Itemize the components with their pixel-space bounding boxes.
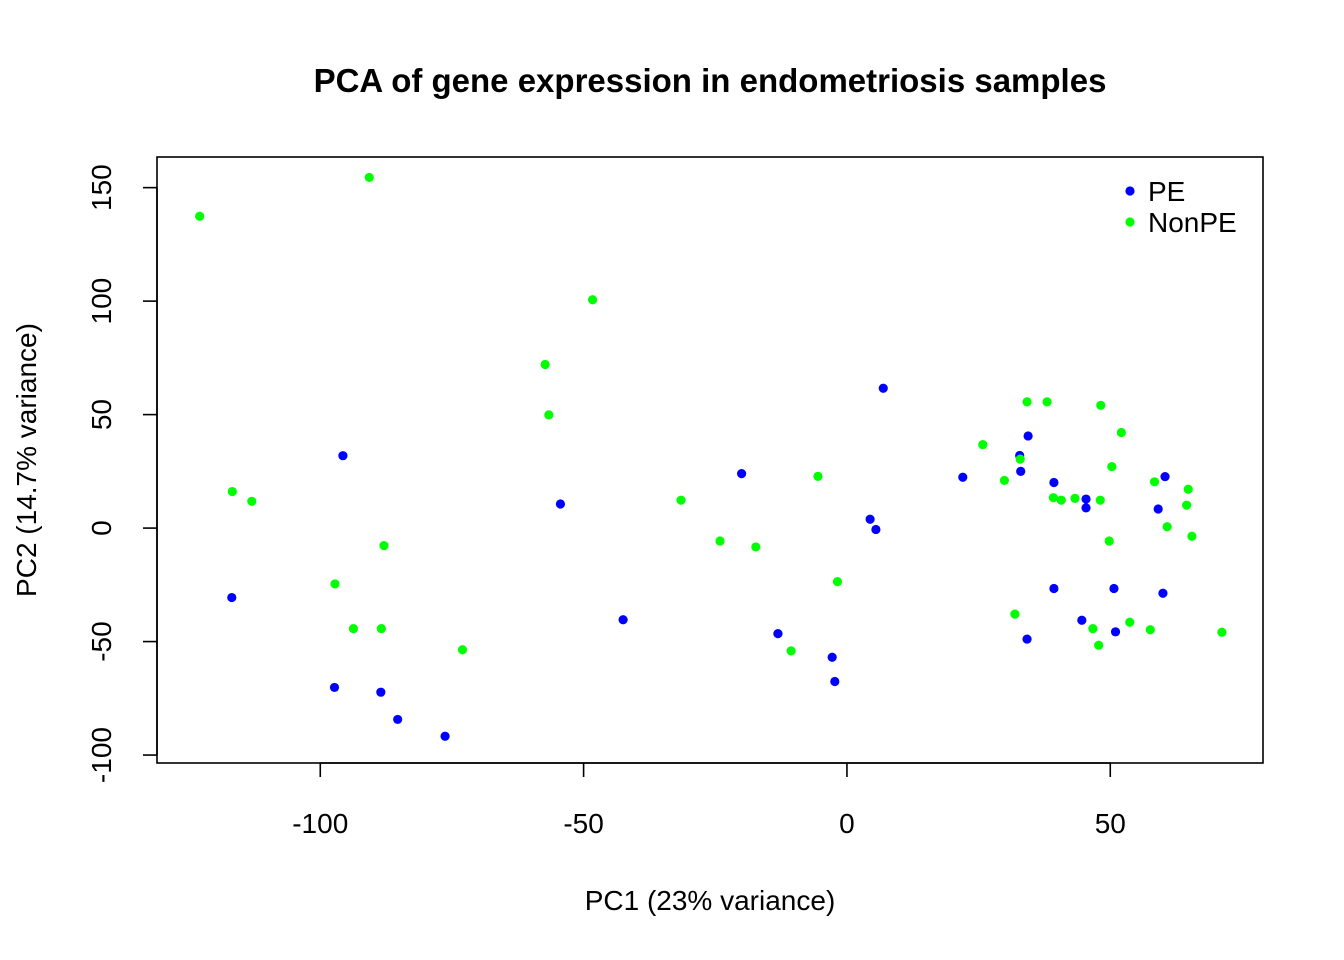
data-point [1094,640,1104,650]
data-point [364,172,374,183]
data-point [1145,625,1155,635]
data-point [1042,397,1052,407]
plot-frame [156,156,1264,764]
series-pe [227,383,1170,741]
data-point [1116,427,1126,438]
y-axis: -100 -50 0 50 100 150 [86,164,158,783]
data-point [393,714,403,725]
data-point [827,652,837,662]
data-point [1016,466,1026,476]
data-point [1081,503,1091,513]
data-point [1022,397,1032,407]
data-point [813,471,823,481]
x-tick-label: 0 [839,808,855,839]
data-point [1109,583,1119,594]
data-point [1056,495,1066,505]
x-tick-label: 50 [1095,808,1126,839]
data-point [1107,461,1117,472]
data-point [832,577,843,587]
data-point [457,645,468,655]
data-point [227,592,237,603]
data-point [1158,588,1168,598]
data-point [1160,471,1170,482]
data-point [1217,627,1227,637]
data-point [1049,477,1059,488]
data-point [878,383,888,393]
data-point [330,579,340,589]
x-axis-title: PC1 (23% variance) [585,885,836,916]
data-point [1187,531,1197,541]
data-point [1149,477,1160,487]
legend-marker-nonpe [1125,217,1135,227]
data-point [379,540,389,551]
data-point [1070,493,1080,503]
data-point [999,475,1010,486]
data-point [329,682,340,693]
data-point [676,495,686,505]
data-point [1048,493,1058,503]
data-point [871,524,881,535]
data-point [1015,454,1025,464]
data-point [737,469,747,479]
series-nonpe [195,172,1227,656]
data-point [1125,617,1135,627]
data-point [1162,522,1172,532]
y-tick-label: 0 [86,520,117,536]
y-tick-label: -50 [86,621,117,661]
data-point [348,624,359,634]
data-point [1182,500,1192,510]
data-point [1153,504,1163,514]
x-axis: -100 -50 0 50 [292,762,1126,839]
data-point [338,451,348,461]
data-point [1077,615,1087,625]
legend-marker-pe [1125,186,1135,196]
data-point [1049,583,1059,594]
data-point [1023,431,1033,441]
data-point [555,499,566,509]
x-tick-label: -100 [292,808,348,839]
data-point [773,629,783,639]
data-point [540,359,550,370]
y-tick-label: -100 [86,727,117,783]
data-point [786,646,796,656]
data-point [1183,484,1193,494]
data-point [1022,634,1032,644]
chart-title: PCA of gene expression in endometriosis … [314,62,1107,99]
data-point [376,687,386,697]
data-point [1010,609,1020,619]
data-point [715,536,725,546]
data-point [587,295,598,305]
data-point [1088,624,1098,634]
data-point [1104,536,1114,546]
y-axis-title: PC2 (14.7% variance) [11,323,42,597]
data-point [227,486,237,497]
data-point [830,676,840,687]
data-point [865,514,875,524]
data-point [978,439,988,450]
legend-label-nonpe: NonPE [1148,207,1237,238]
legend-label-pe: PE [1148,176,1185,207]
data-points [195,172,1227,741]
data-point [1081,494,1091,504]
data-point [751,542,761,552]
data-point [376,624,386,634]
data-point [440,731,450,741]
data-point [544,410,554,420]
y-tick-label: 100 [86,278,117,325]
data-point [195,211,205,221]
data-point [958,472,968,482]
data-point [1096,400,1106,410]
x-tick-label: -50 [563,808,603,839]
data-point [247,496,257,506]
data-point [618,615,628,625]
data-point [1110,627,1121,637]
y-tick-label: 150 [86,164,117,211]
y-tick-label: 50 [86,399,117,430]
data-point [1095,495,1105,505]
